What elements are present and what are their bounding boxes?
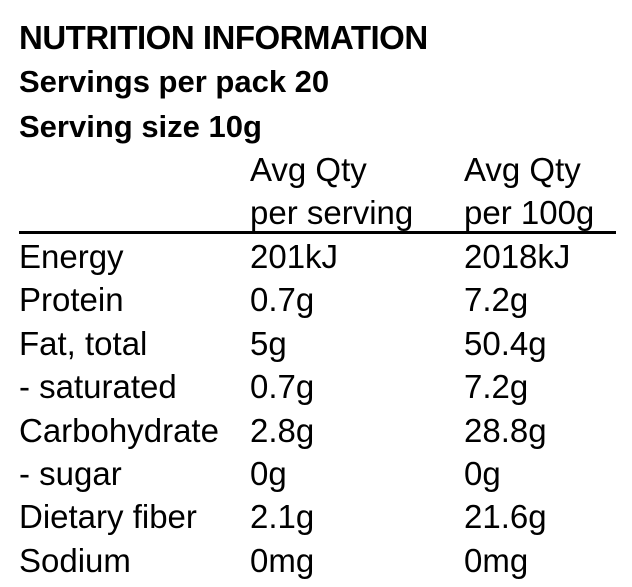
panel-title: NUTRITION INFORMATION — [19, 19, 428, 56]
per-100g-value: 0g — [464, 454, 501, 492]
nutrient-name: - saturated — [19, 368, 177, 406]
table-row: Carbohydrate 2.8g 28.8g — [0, 409, 632, 452]
column-header-per-100g: Avg Qty per 100g — [464, 148, 594, 234]
per-100g-value: 50.4g — [464, 324, 547, 362]
servings-per-pack: Servings per pack 20 — [19, 64, 330, 99]
column-header-line: per 100g — [464, 194, 595, 231]
per-100g-value: 0mg — [464, 541, 529, 579]
per-serving-value: 0g — [250, 454, 287, 492]
table-row: Energy 201kJ 2018kJ — [0, 235, 632, 278]
column-header-line: Avg Qty — [250, 151, 367, 188]
table-row: Dietary fiber 2.1g 21.6g — [0, 495, 632, 538]
per-100g-value: 28.8g — [464, 411, 547, 449]
table-row: - saturated 0.7g 7.2g — [0, 365, 632, 408]
column-header-line: per serving — [250, 194, 414, 231]
nutrient-name: Dietary fiber — [19, 498, 197, 536]
nutrient-name: Sodium — [19, 541, 131, 579]
table-row: Sodium 0mg 0mg — [0, 539, 632, 582]
per-serving-value: 201kJ — [250, 238, 339, 275]
serving-size: Serving size 10g — [19, 109, 262, 144]
per-serving-value: 5g — [250, 324, 287, 362]
column-header-line: Avg Qty — [464, 151, 581, 188]
per-serving-value: 0.7g — [250, 281, 315, 319]
per-serving-value: 2.8g — [250, 411, 315, 449]
per-100g-value: 7.2g — [464, 368, 529, 406]
nutrient-table: Energy 201kJ 2018kJ Protein 0.7g 7.2g Fa… — [0, 235, 632, 582]
nutrient-name: Carbohydrate — [19, 411, 219, 449]
column-header-per-serving: Avg Qty per serving — [250, 148, 413, 234]
table-row: Protein 0.7g 7.2g — [0, 278, 632, 321]
nutrient-name: Fat, total — [19, 324, 148, 362]
table-row: Fat, total 5g 50.4g — [0, 322, 632, 365]
per-serving-value: 0mg — [250, 541, 315, 579]
per-serving-value: 0.7g — [250, 368, 315, 406]
nutrient-name: - sugar — [19, 454, 122, 492]
nutrient-name: Energy — [19, 238, 124, 275]
table-row: - sugar 0g 0g — [0, 452, 632, 495]
per-100g-value: 2018kJ — [464, 238, 571, 275]
per-serving-value: 2.1g — [250, 498, 315, 536]
per-100g-value: 7.2g — [464, 281, 529, 319]
nutrient-name: Protein — [19, 281, 124, 319]
per-100g-value: 21.6g — [464, 498, 547, 536]
header-divider — [19, 231, 616, 234]
